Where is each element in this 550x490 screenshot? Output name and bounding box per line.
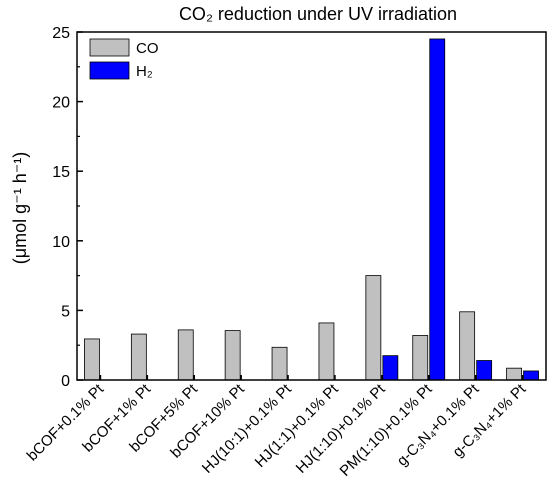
x-tick-label: g-C₃N₄+0.1% Pt — [394, 380, 483, 469]
y-tick-label: 10 — [52, 234, 70, 251]
legend-swatch-h2 — [89, 61, 130, 80]
bar-co — [506, 367, 522, 381]
y-tick-label: 20 — [52, 95, 70, 112]
bar-co — [459, 311, 476, 381]
legend-label-h2: H₂ — [136, 63, 153, 80]
bar-h2 — [523, 370, 539, 381]
plot-frame — [76, 31, 547, 381]
bar-h2 — [382, 355, 399, 381]
bar-co — [177, 329, 194, 381]
bar-co — [224, 330, 241, 381]
y-tick-label: 0 — [61, 373, 70, 390]
x-tick-label: HJ(1:1)+0.1% Pt — [252, 380, 343, 471]
bar-h2 — [429, 38, 446, 381]
bar-h2 — [476, 360, 493, 381]
bar-co — [271, 346, 288, 381]
bar-co — [365, 275, 382, 381]
legend-label-co: CO — [136, 40, 159, 57]
legend: CO H₂ — [89, 38, 159, 80]
bar-co — [318, 322, 335, 381]
bar-co — [412, 335, 429, 381]
y-axis-title: (μmol g⁻¹ h⁻¹) — [10, 152, 30, 264]
bar-co — [130, 333, 147, 381]
legend-swatch-co — [89, 38, 130, 57]
bars-layer — [84, 38, 539, 381]
y-axis: 0 5 10 15 20 25 — [52, 25, 83, 390]
chart-title: CO₂ reduction under UV irradiation — [179, 4, 457, 24]
bar-co — [84, 338, 100, 381]
y-tick-label: 5 — [61, 303, 70, 320]
y-tick-label: 15 — [52, 164, 70, 181]
x-tick-label: bCOF+0.1% Pt — [24, 380, 108, 464]
y-tick-label: 25 — [52, 25, 70, 42]
